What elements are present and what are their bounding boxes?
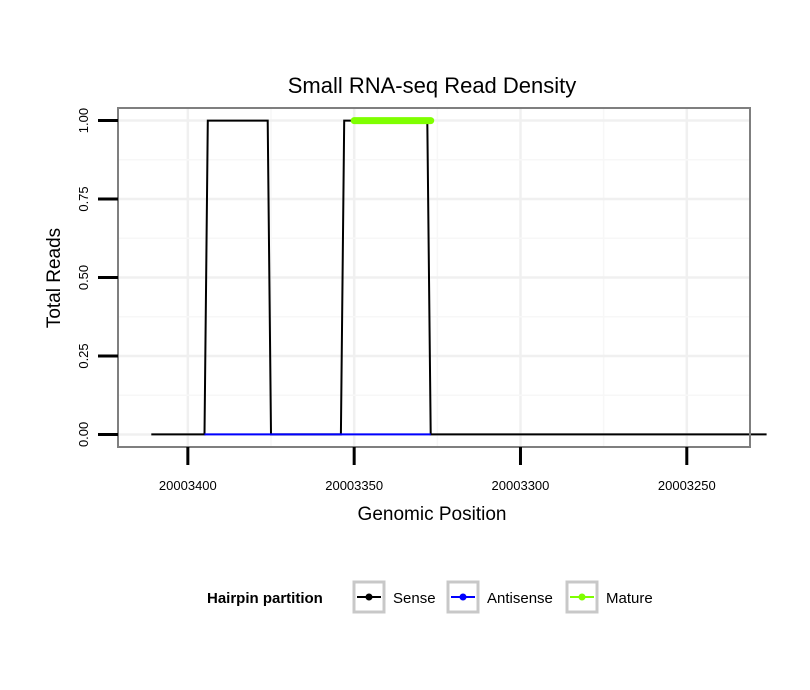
legend-title: Hairpin partition	[207, 590, 323, 607]
chart-title: Small RNA-seq Read Density	[288, 73, 577, 98]
series-layer	[151, 117, 767, 436]
legend-label-antisense: Antisense	[487, 590, 553, 607]
y-tick-label: 1.00	[76, 108, 91, 133]
y-tick-label: 0.25	[76, 343, 91, 368]
y-tick-label: 0.00	[76, 422, 91, 447]
x-tick-label: 20003400	[159, 478, 217, 493]
x-axis-title: Genomic Position	[358, 504, 507, 525]
x-axis: 20003400 20003350 20003300 20003250	[159, 447, 716, 493]
y-axis-title: Total Reads	[44, 228, 65, 328]
legend-item-sense: Sense	[352, 580, 436, 614]
legend-label-mature: Mature	[606, 590, 653, 607]
legend: Hairpin partition Sense Antisense Mature	[207, 580, 653, 614]
legend-label-sense: Sense	[393, 590, 436, 607]
legend-point-mature	[578, 593, 586, 601]
legend-point-antisense	[459, 593, 467, 601]
y-tick-label: 0.50	[76, 265, 91, 290]
x-tick-label: 20003250	[658, 478, 716, 493]
legend-point-sense	[365, 593, 373, 601]
y-axis: 0.00 0.25 0.50 0.75 1.00	[76, 108, 118, 447]
legend-item-antisense: Antisense	[446, 580, 553, 614]
y-tick-label: 0.75	[76, 186, 91, 211]
legend-item-mature: Mature	[565, 580, 653, 614]
x-tick-label: 20003300	[492, 478, 550, 493]
x-tick-label: 20003350	[325, 478, 383, 493]
